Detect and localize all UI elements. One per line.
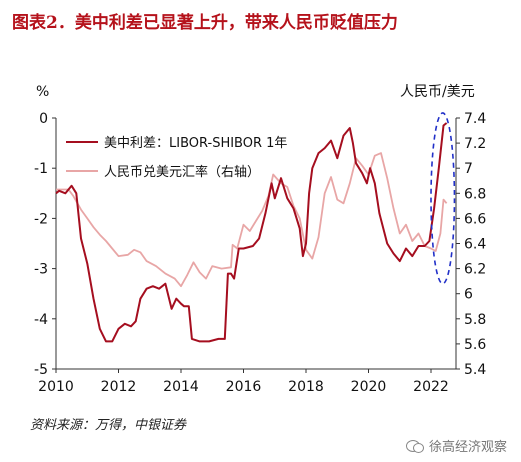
wechat-icon — [405, 439, 424, 453]
right-tick-label: 6.6 — [464, 211, 486, 227]
left-tick-label: -4 — [34, 312, 48, 328]
x-tick-label: 2012 — [101, 379, 137, 395]
legend: 美中利差：LIBOR-SHIBOR 1年 人民币兑美元汇率（右轴） — [66, 136, 287, 180]
x-tick-label: 2020 — [351, 379, 387, 395]
x-tick-label: 2022 — [413, 379, 449, 395]
x-tick-label: 2018 — [288, 379, 324, 395]
legend-label-series-2: 人民币兑美元汇率（右轴） — [104, 164, 260, 180]
legend-label-series-1: 美中利差：LIBOR-SHIBOR 1年 — [104, 136, 287, 151]
axes — [52, 117, 460, 373]
watermark: 徐高经济观察 — [405, 436, 507, 455]
series-lines — [55, 122, 448, 343]
source-note: 资料来源：万得，中银证券 — [30, 418, 187, 433]
x-tick-label: 2016 — [226, 379, 262, 395]
x-tick-label: 2014 — [163, 379, 199, 395]
right-tick-label: 6.2 — [464, 262, 486, 278]
series-line-2 — [56, 152, 448, 288]
right-tick-label: 5.8 — [464, 312, 486, 328]
left-axis-unit: % — [36, 84, 49, 100]
right-tick-label: 5.6 — [464, 337, 486, 353]
chart-title: 图表2．美中利差已显著上升，带来人民币贬值压力 — [12, 13, 398, 33]
right-axis-unit: 人民币/美元 — [400, 84, 475, 100]
right-tick-label: 6.4 — [464, 237, 486, 253]
right-tick-label: 6 — [464, 287, 473, 303]
annotations — [430, 112, 456, 285]
left-tick-label: -1 — [34, 161, 48, 177]
highlight-ellipse — [430, 112, 456, 285]
watermark-text: 徐高经济观察 — [428, 440, 507, 455]
right-tick-label: 7.4 — [464, 111, 486, 127]
tick-labels: 0 -1 -2 -3 -4 -5 7.4 7.2 7 6.8 6.6 6.4 6.2 6 5.8 5.6 5.4… — [34, 111, 486, 395]
right-tick-label: 7 — [464, 161, 473, 177]
right-tick-label: 7.2 — [464, 136, 486, 152]
right-tick-label: 6.8 — [464, 186, 486, 202]
left-tick-label: -5 — [34, 362, 48, 378]
left-tick-label: -3 — [34, 262, 48, 278]
left-tick-label: -2 — [34, 211, 48, 227]
series-line-1 — [55, 122, 448, 343]
left-tick-label: 0 — [39, 111, 48, 127]
x-tick-label: 2010 — [38, 379, 74, 395]
right-tick-label: 5.4 — [464, 362, 486, 378]
